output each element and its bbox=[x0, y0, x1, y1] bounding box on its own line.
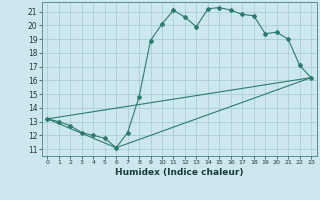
X-axis label: Humidex (Indice chaleur): Humidex (Indice chaleur) bbox=[115, 168, 244, 177]
